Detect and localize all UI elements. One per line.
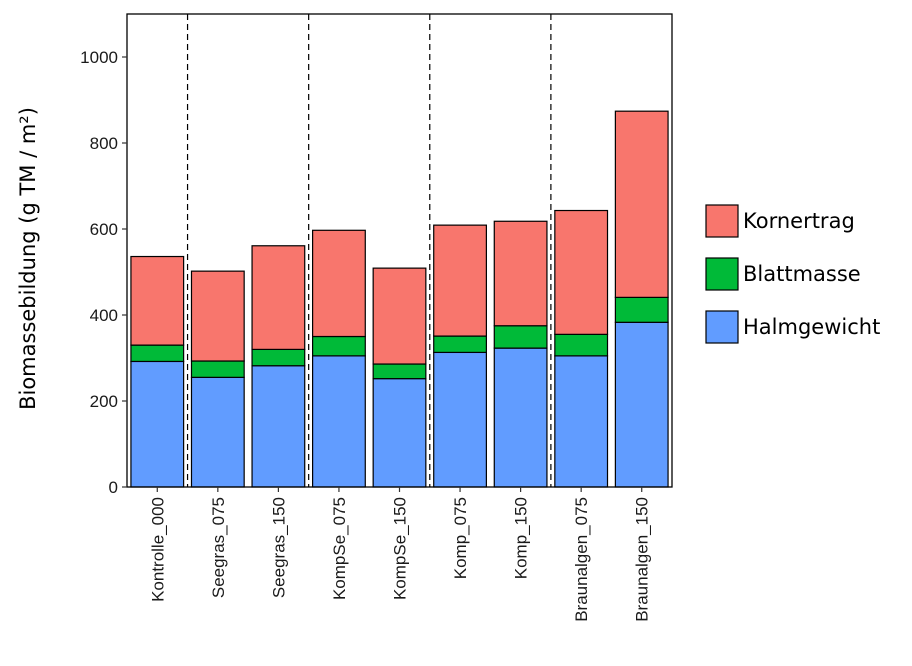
bar-segment-kornertrag	[312, 229, 366, 338]
bar-segment-kornertrag	[190, 270, 245, 362]
bar-segment-kornertrag	[554, 209, 609, 335]
bar-segment-blattmasse	[312, 335, 366, 357]
bar-segment-blattmasse	[614, 296, 669, 323]
bar-segment-halmgewicht	[614, 321, 669, 488]
bar-segment-halmgewicht	[493, 347, 548, 488]
bar-segment-blattmasse	[130, 344, 185, 363]
legend-swatch-halmgewicht	[705, 310, 739, 344]
bar-segment-kornertrag	[251, 245, 306, 351]
legend-swatch-kornertrag	[705, 204, 739, 238]
x-tick-label: Seegras_075	[209, 497, 228, 598]
bar-segment-halmgewicht	[312, 355, 366, 488]
bar-segment-kornertrag	[130, 255, 185, 346]
y-axis-title: Biomassebildung (g TM / m²)	[16, 107, 40, 410]
x-tick-label: Seegras_150	[269, 497, 288, 598]
bar-segment-blattmasse	[190, 360, 245, 378]
bar-segment-halmgewicht	[251, 365, 306, 488]
bar-segment-kornertrag	[433, 224, 487, 337]
bar-segment-halmgewicht	[130, 360, 185, 488]
y-tick-label: 1000	[80, 48, 118, 67]
bar-segment-halmgewicht	[372, 378, 427, 488]
y-axis: 0 200 400 600 800 1000	[80, 48, 127, 497]
legend-label-kornertrag: Kornertrag	[743, 209, 855, 233]
legend-label-blattmasse: Blattmasse	[743, 262, 861, 286]
bar-segment-halmgewicht	[433, 351, 487, 488]
group-separators	[186, 14, 552, 487]
bars-layer	[130, 110, 669, 488]
y-tick-label: 600	[90, 220, 118, 239]
x-tick-label: Kontrolle_000	[148, 497, 167, 602]
bar-segment-blattmasse	[433, 335, 487, 354]
bar-segment-halmgewicht	[190, 376, 245, 488]
bar-segment-blattmasse	[554, 333, 609, 357]
bar-segment-halmgewicht	[554, 355, 609, 488]
x-tick-label: Komp_150	[512, 497, 531, 579]
bar-segment-blattmasse	[493, 325, 548, 349]
legend-label-halmgewicht: Halmgewicht	[743, 315, 880, 339]
x-tick-label: Komp_075	[451, 497, 470, 579]
legend: Kornertrag Blattmasse Halmgewicht	[705, 204, 880, 344]
y-tick-label: 400	[90, 306, 118, 325]
bar-segment-blattmasse	[251, 348, 306, 367]
bar-segment-kornertrag	[614, 110, 669, 298]
bar-segment-kornertrag	[493, 220, 548, 327]
y-tick-label: 200	[90, 392, 118, 411]
x-axis: Kontrolle_000 Seegras_075 Seegras_150 KompS…	[148, 487, 652, 622]
bar-segment-kornertrag	[372, 267, 427, 365]
x-tick-label: Braunalgen_075	[572, 497, 591, 622]
y-tick-label: 0	[109, 478, 118, 497]
x-tick-label: Braunalgen_150	[633, 497, 652, 622]
legend-swatch-blattmasse	[705, 257, 739, 291]
x-tick-label: KompSe_150	[391, 497, 410, 600]
y-tick-label: 800	[90, 134, 118, 153]
x-tick-label: KompSe_075	[330, 497, 349, 600]
bar-segment-blattmasse	[372, 363, 427, 380]
